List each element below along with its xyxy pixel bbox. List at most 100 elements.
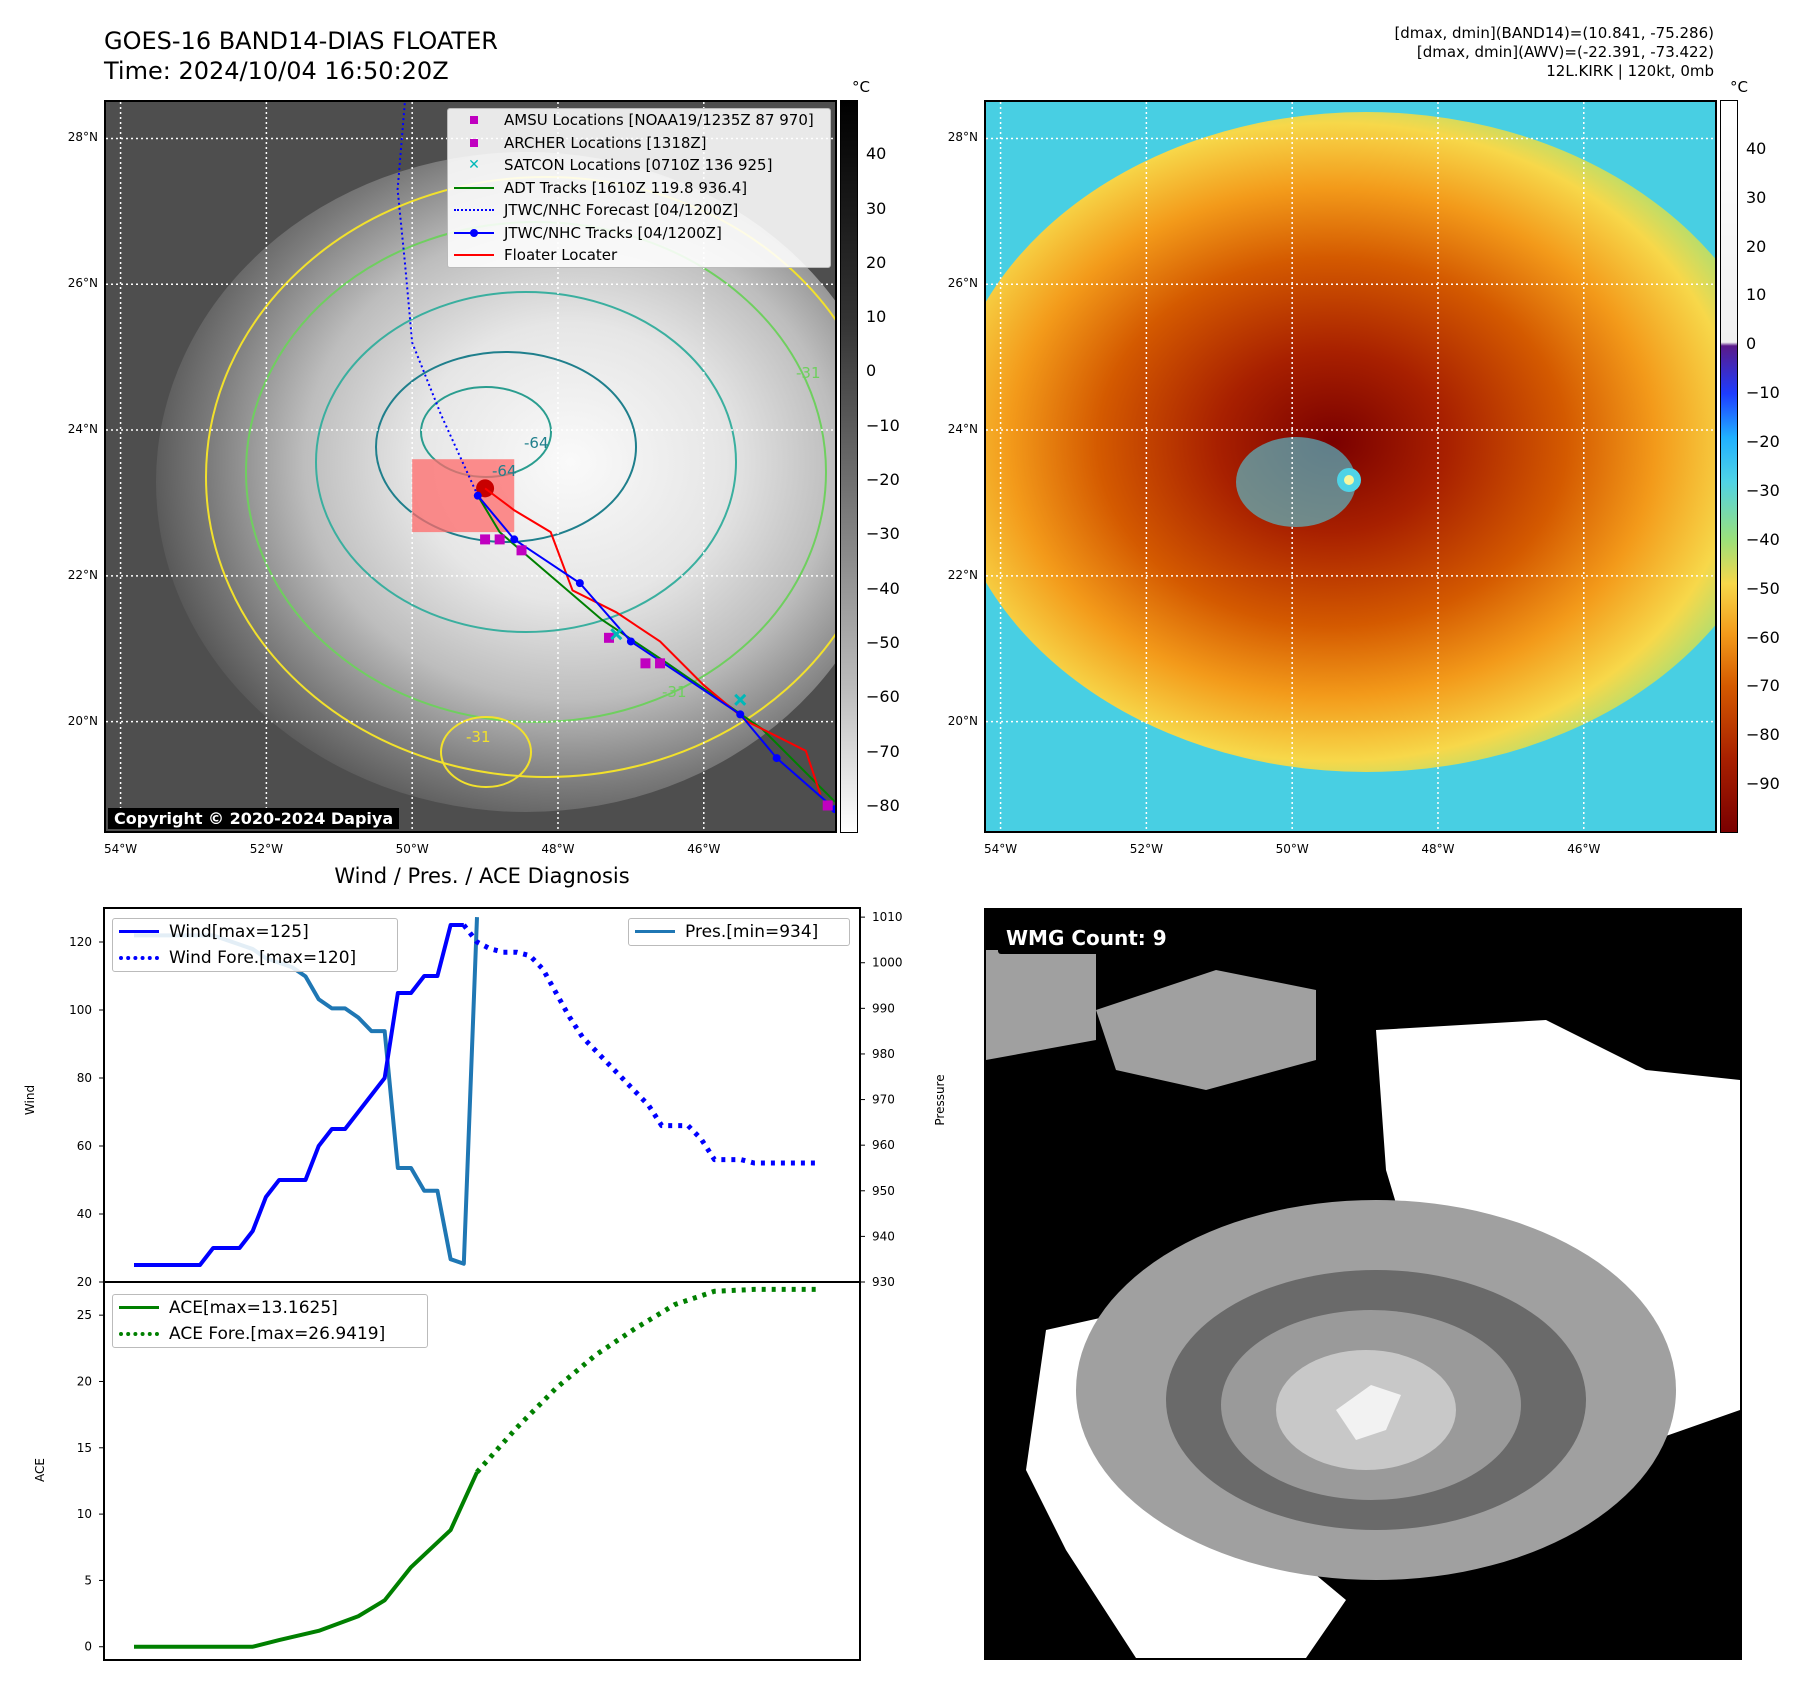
jtwc-track-point (473, 491, 482, 500)
colorbar-tick-label: 40 (866, 144, 887, 164)
floater-track (484, 487, 822, 795)
legend-item: Floater Locater (448, 244, 830, 267)
lat-tick-label: 20°N (67, 713, 98, 728)
line-marker-icon (119, 924, 159, 940)
colorbar-tick-label: −50 (866, 632, 900, 652)
legend-item: ACE[max=13.1625] (113, 1295, 427, 1321)
line-dot-icon (454, 225, 494, 241)
ace-axis-label: ACE (33, 1458, 47, 1482)
legend-item: ARCHER Locations [1318Z] (448, 132, 830, 155)
jtwc-forecast-track (396, 102, 479, 497)
colorbar-tick-label: 0 (866, 361, 877, 381)
wmg-region (986, 950, 1096, 1060)
lat-tick-label: 24°N (67, 422, 98, 437)
colorbar-tick-label: −30 (1746, 480, 1780, 500)
wind-tick-label: 80 (77, 1071, 92, 1085)
lon-tick-label: 50°W (1275, 842, 1309, 856)
wind-forecast-line (461, 923, 820, 1166)
legend-label: Wind[max=125] (169, 922, 309, 942)
jtwc-track-point (575, 579, 584, 588)
dotted-line-icon (119, 950, 159, 966)
wind-tick-label: 20 (77, 1275, 92, 1289)
dotted-line-icon (454, 202, 494, 218)
colorbar-right (1720, 100, 1738, 833)
chart-time: Time: 2024/10/04 16:50:20Z (104, 57, 449, 85)
ace-tick-label: 15 (77, 1441, 92, 1455)
wind-tick-label: 120 (69, 935, 92, 949)
colorbar-tick-label: −80 (1746, 725, 1780, 745)
colorbar-tick-label: 0 (1746, 334, 1757, 354)
wmg-svg (986, 910, 1740, 1658)
wind-line (134, 923, 464, 1267)
info-storm: 12L.KIRK | 120kt, 0mb (1546, 62, 1714, 80)
map-legend: AMSU Locations [NOAA19/1235Z 87 970] ARC… (447, 108, 831, 268)
amsu-point (655, 658, 666, 669)
colorbar-tick-label: −60 (1746, 627, 1780, 647)
copyright-label: Copyright © 2020-2024 Dapiya (108, 808, 400, 829)
wmg-panel: WMG Count: 9 (984, 908, 1742, 1660)
satcon-point (610, 628, 623, 641)
colorbar-right-unit: °C (1730, 78, 1748, 96)
colorbar-tick-label: −40 (866, 578, 900, 598)
colorbar-tick-label: −70 (866, 741, 900, 761)
contour-mid (315, 291, 737, 633)
contour-label: -64 (492, 462, 517, 480)
jtwc-track-point (626, 637, 635, 646)
legend-item: ACE Fore.[max=26.9419] (113, 1321, 427, 1347)
lat-tick-label: 28°N (947, 130, 978, 145)
legend-label: AMSU Locations [NOAA19/1235Z 87 970] (504, 111, 814, 130)
legend-item: Wind[max=125] (113, 919, 397, 945)
lat-tick-label: 20°N (947, 713, 978, 728)
contour-south (440, 716, 532, 788)
lat-tick-label: 22°N (947, 567, 978, 582)
pressure-tick-label: 930 (872, 1275, 895, 1289)
wind-legend: Wind[max=125] Wind Fore.[max=120] (112, 918, 398, 972)
jtwc-track-point (510, 535, 519, 544)
colorbar-tick-label: −10 (1746, 383, 1780, 403)
contour-inner (375, 351, 637, 543)
legend-item: JTWC/NHC Forecast [04/1200Z] (448, 199, 830, 222)
pressure-tick-label: 950 (872, 1184, 895, 1198)
legend-label: Wind Fore.[max=120] (169, 948, 357, 968)
legend-item: ADT Tracks [1610Z 119.8 936.4] (448, 177, 830, 200)
legend-label: ACE Fore.[max=26.9419] (169, 1324, 386, 1344)
colorbar-tick-label: 40 (1746, 138, 1767, 158)
colorbar-tick-label: −10 (866, 415, 900, 435)
colorbar-tick-label: 20 (866, 252, 887, 272)
colorbar-tick-label: −20 (1746, 432, 1780, 452)
awv-dry-slot (1236, 437, 1356, 527)
colorbar-tick-label: 10 (1746, 285, 1767, 305)
amsu-point (494, 534, 505, 545)
colorbar-tick-label: 20 (1746, 236, 1767, 256)
lon-tick-label: 52°W (1129, 842, 1163, 856)
legend-label: Pres.[min=934] (685, 922, 819, 942)
contour-label: -31 (466, 728, 491, 746)
line-marker-icon (119, 1300, 159, 1316)
pressure-tick-label: 980 (872, 1047, 895, 1061)
lat-tick-label: 22°N (67, 567, 98, 582)
wind-axis-label: Wind (23, 1085, 37, 1115)
pressure-axis-label: Pressure (933, 1074, 947, 1125)
colorbar-tick-label: −60 (866, 687, 900, 707)
amsu-point (822, 800, 833, 811)
colorbar-tick-label: −50 (1746, 578, 1780, 598)
diagnosis-title: Wind / Pres. / ACE Diagnosis (334, 864, 630, 888)
ace-axes (103, 1281, 861, 1661)
ace-tick-label: 5 (84, 1573, 92, 1587)
lon-tick-label: 48°W (1421, 842, 1455, 856)
colorbar-tick-label: −30 (866, 524, 900, 544)
lon-tick-label: 50°W (395, 842, 429, 856)
amsu-point (480, 534, 491, 545)
contour-label: -31 (662, 683, 687, 701)
legend-item: Pres.[min=934] (629, 919, 849, 945)
colorbar-tick-label: −40 (1746, 529, 1780, 549)
jtwc-track-point (772, 754, 781, 763)
lat-tick-label: 26°N (67, 276, 98, 291)
ace-tick-label: 20 (77, 1374, 92, 1388)
lat-tick-label: 28°N (67, 130, 98, 145)
legend-label: SATCON Locations [0710Z 136 925] (504, 156, 773, 175)
ace-tick-label: 25 (77, 1308, 92, 1322)
legend-item: ✕ SATCON Locations [0710Z 136 925] (448, 154, 830, 177)
wind-tick-label: 60 (77, 1139, 92, 1153)
